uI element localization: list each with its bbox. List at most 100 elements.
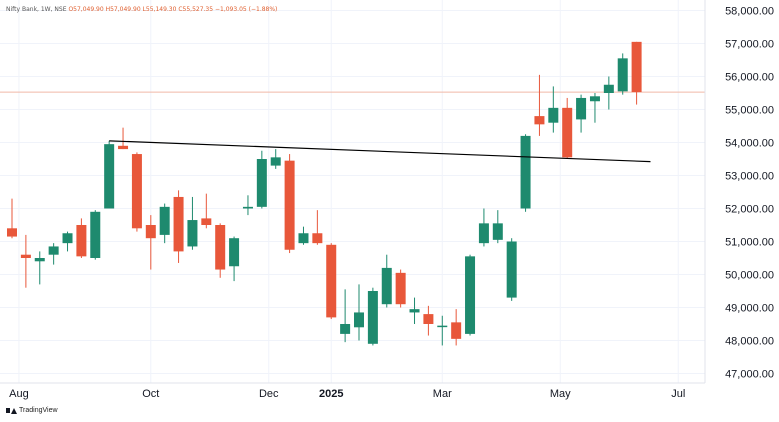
x-tick-label: Mar <box>433 388 452 400</box>
candle-up <box>90 210 101 260</box>
candle-down <box>534 74 545 136</box>
candle-body <box>478 223 489 244</box>
candle-body <box>256 159 267 207</box>
candle-body <box>409 309 420 313</box>
tradingview-brand: TradingView <box>6 407 58 414</box>
candle-down <box>395 269 406 308</box>
candle-up <box>298 226 309 245</box>
candle-body <box>242 206 253 209</box>
candle-body <box>145 225 156 239</box>
candle-up <box>381 254 392 308</box>
candle-down <box>145 215 156 270</box>
brand-label: TradingView <box>19 407 58 414</box>
candle-body <box>589 96 600 102</box>
candle-body <box>131 154 142 229</box>
candle-up <box>465 254 476 336</box>
candle-body <box>492 223 503 240</box>
candle-up <box>409 297 420 324</box>
candle-down <box>131 152 142 232</box>
candle-down <box>118 127 129 150</box>
candle-body <box>173 196 184 252</box>
candle-up <box>603 76 614 110</box>
candle-up <box>48 243 59 265</box>
candle-down <box>173 190 184 263</box>
candle-body <box>20 254 31 258</box>
candle-up <box>62 231 73 252</box>
x-tick-label: May <box>550 388 571 400</box>
candle-body <box>603 84 614 93</box>
candle-down <box>326 243 337 320</box>
candle-body <box>76 225 87 257</box>
x-tick-label: Aug <box>9 388 29 400</box>
y-tick-label: 47,000.00 <box>725 369 774 381</box>
candle-body <box>229 238 240 267</box>
candle-up <box>340 289 351 343</box>
candle-body <box>631 41 642 93</box>
candle-up <box>256 150 267 209</box>
candle-body <box>284 160 295 250</box>
candle-body <box>34 258 45 262</box>
tradingview-logo-icon <box>6 407 17 414</box>
candle-body <box>423 314 434 324</box>
y-tick-label: 57,000.00 <box>725 39 774 51</box>
candle-body <box>506 241 517 298</box>
candle-body <box>617 58 628 92</box>
candle-body <box>48 246 59 255</box>
candle-down <box>7 198 17 239</box>
candle-down <box>423 305 434 336</box>
candle-body <box>104 144 115 209</box>
candle-body <box>548 107 559 123</box>
candle-body <box>354 312 364 328</box>
candle-body <box>215 225 226 270</box>
candle-down <box>312 210 323 245</box>
y-tick-label: 53,000.00 <box>725 171 774 183</box>
candle-body <box>298 233 309 244</box>
candle-body <box>187 220 198 247</box>
candle-body <box>270 157 281 166</box>
candle-down <box>562 97 573 159</box>
candle-body <box>118 145 129 150</box>
legend: Nifty Bank, 1W, NSE O57,049.90 H57,049.9… <box>6 6 277 13</box>
candle-up <box>367 287 378 346</box>
axis-layer: 47,000.00 48,000.00 49,000.00 50,000.00 51,0… <box>0 0 774 400</box>
candle-up <box>34 251 45 285</box>
legend-ohlc: O57,049.90 H57,049.90 L55,149.30 C55,527… <box>68 6 278 13</box>
candle-body <box>312 233 323 244</box>
candle-layer <box>7 41 642 346</box>
candle-up <box>506 238 517 301</box>
x-tick-label: Dec <box>259 388 279 400</box>
candle-up <box>229 236 240 282</box>
candle-up <box>492 210 503 244</box>
candle-body <box>520 135 531 209</box>
candle-up <box>478 208 489 247</box>
candle-body <box>381 267 392 305</box>
y-tick-label: 51,000.00 <box>725 237 774 249</box>
x-tick-label: 2025 <box>319 388 343 400</box>
y-tick-label: 48,000.00 <box>725 336 774 348</box>
y-tick-label: 49,000.00 <box>725 303 774 315</box>
candle-up <box>242 195 253 216</box>
candle-down <box>451 309 462 346</box>
y-tick-label: 56,000.00 <box>725 72 774 84</box>
candle-up <box>104 140 115 209</box>
candle-down <box>76 218 87 258</box>
candle-up <box>617 53 628 95</box>
y-tick-label: 52,000.00 <box>725 204 774 216</box>
candle-body <box>326 244 337 318</box>
candle-body <box>7 228 17 237</box>
candle-body <box>395 272 406 305</box>
candle-body <box>562 107 573 158</box>
candle-body <box>451 322 462 339</box>
candle-down <box>201 193 212 229</box>
candle-body <box>534 116 545 125</box>
candle-up <box>548 86 559 133</box>
candle-body <box>367 291 378 344</box>
candle-up <box>589 93 600 123</box>
candle-up <box>159 203 170 244</box>
candle-down <box>284 154 295 254</box>
candle-up <box>576 94 587 133</box>
candle-up <box>437 315 448 346</box>
